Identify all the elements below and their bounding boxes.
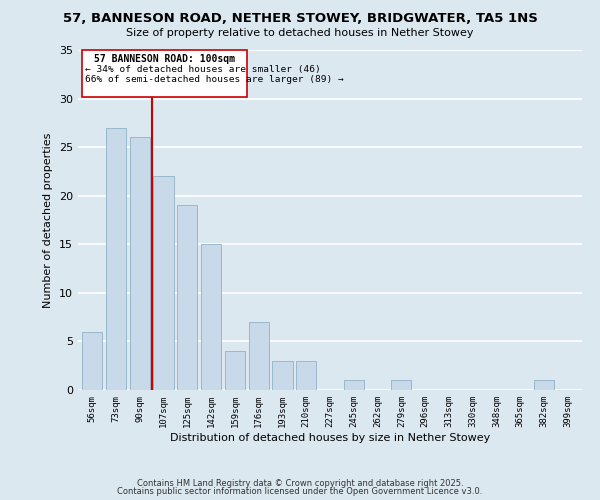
Text: Contains HM Land Registry data © Crown copyright and database right 2025.: Contains HM Land Registry data © Crown c… [137,478,463,488]
Bar [154,176,173,390]
Y-axis label: Number of detached properties: Number of detached properties [43,132,53,308]
Bar [248,322,269,390]
Bar [225,351,245,390]
Bar [296,361,316,390]
Text: 57, BANNESON ROAD, NETHER STOWEY, BRIDGWATER, TA5 1NS: 57, BANNESON ROAD, NETHER STOWEY, BRIDGW… [62,12,538,26]
Bar [82,332,103,390]
X-axis label: Distribution of detached houses by size in Nether Stowey: Distribution of detached houses by size … [170,432,490,442]
Text: Contains public sector information licensed under the Open Government Licence v3: Contains public sector information licen… [118,487,482,496]
Text: ← 34% of detached houses are smaller (46): ← 34% of detached houses are smaller (46… [85,64,321,74]
Bar [177,206,197,390]
Bar [106,128,126,390]
Bar [344,380,364,390]
Bar [534,380,554,390]
Text: 57 BANNESON ROAD: 100sqm: 57 BANNESON ROAD: 100sqm [94,54,235,64]
Bar [272,361,293,390]
Text: 66% of semi-detached houses are larger (89) →: 66% of semi-detached houses are larger (… [85,76,344,84]
Bar [130,138,150,390]
Text: Size of property relative to detached houses in Nether Stowey: Size of property relative to detached ho… [126,28,474,38]
Bar [201,244,221,390]
Bar [391,380,412,390]
FancyBboxPatch shape [82,50,247,96]
